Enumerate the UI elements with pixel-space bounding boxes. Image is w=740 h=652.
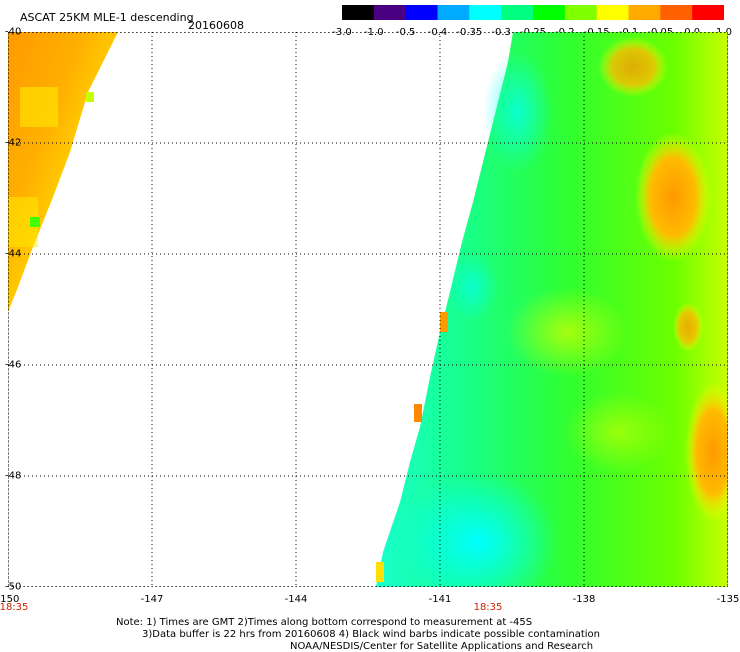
colorbar-segment [533,5,566,20]
longitude-label: -138 [572,594,596,605]
time-label-west: 18:35 [0,602,29,613]
colorbar-tick-label: -3.0 [332,27,352,38]
longitude-label: -150 [0,594,20,605]
note-line-2: 3)Data buffer is 22 hrs from 20160608 4)… [142,629,600,640]
colorbar-gradient [342,5,725,20]
colorbar-segment [660,5,693,20]
colorbar-tick-label: -0.5 [395,27,416,38]
note-line-3: NOAA/NESDIS/Center for Satellite Applica… [290,641,594,652]
longitude-label: -144 [284,594,308,605]
colorbar-segment [405,5,438,20]
colorbar-segment [501,5,534,20]
note-line-1: Note: 1) Times are GMT 2)Times along bot… [116,617,533,628]
latitude-label: -50 [5,581,22,593]
latitude-label: -48 [5,470,22,482]
colorbar-segment [564,5,598,20]
colorbar [342,5,725,20]
colorbar-segment [342,5,375,20]
latitude-label: -46 [5,359,22,371]
colorbar-segment [628,5,661,20]
colorbar-segment [469,5,502,20]
latitude-label: -40 [5,26,22,38]
product-date: 20160608 [188,19,244,32]
wind-map [8,32,728,587]
map-frame [8,32,728,587]
colorbar-tick-label: -1.0 [364,27,384,38]
longitude-label: -141 [428,594,452,605]
latitude-label: -44 [5,248,22,260]
east-swath [376,32,728,587]
west-swath [8,32,118,312]
time-label-east: 18:35 [473,602,503,613]
longitude-label: -147 [140,594,164,605]
colorbar-segment [437,5,470,20]
product-title: ASCAT 25KM MLE-1 descending [20,11,194,24]
longitude-label: -135 [716,594,740,605]
lat-lon-grid [8,32,728,587]
colorbar-segment [692,5,725,20]
colorbar-segment [596,5,629,20]
latitude-label: -42 [5,137,22,149]
colorbar-segment [373,5,407,20]
